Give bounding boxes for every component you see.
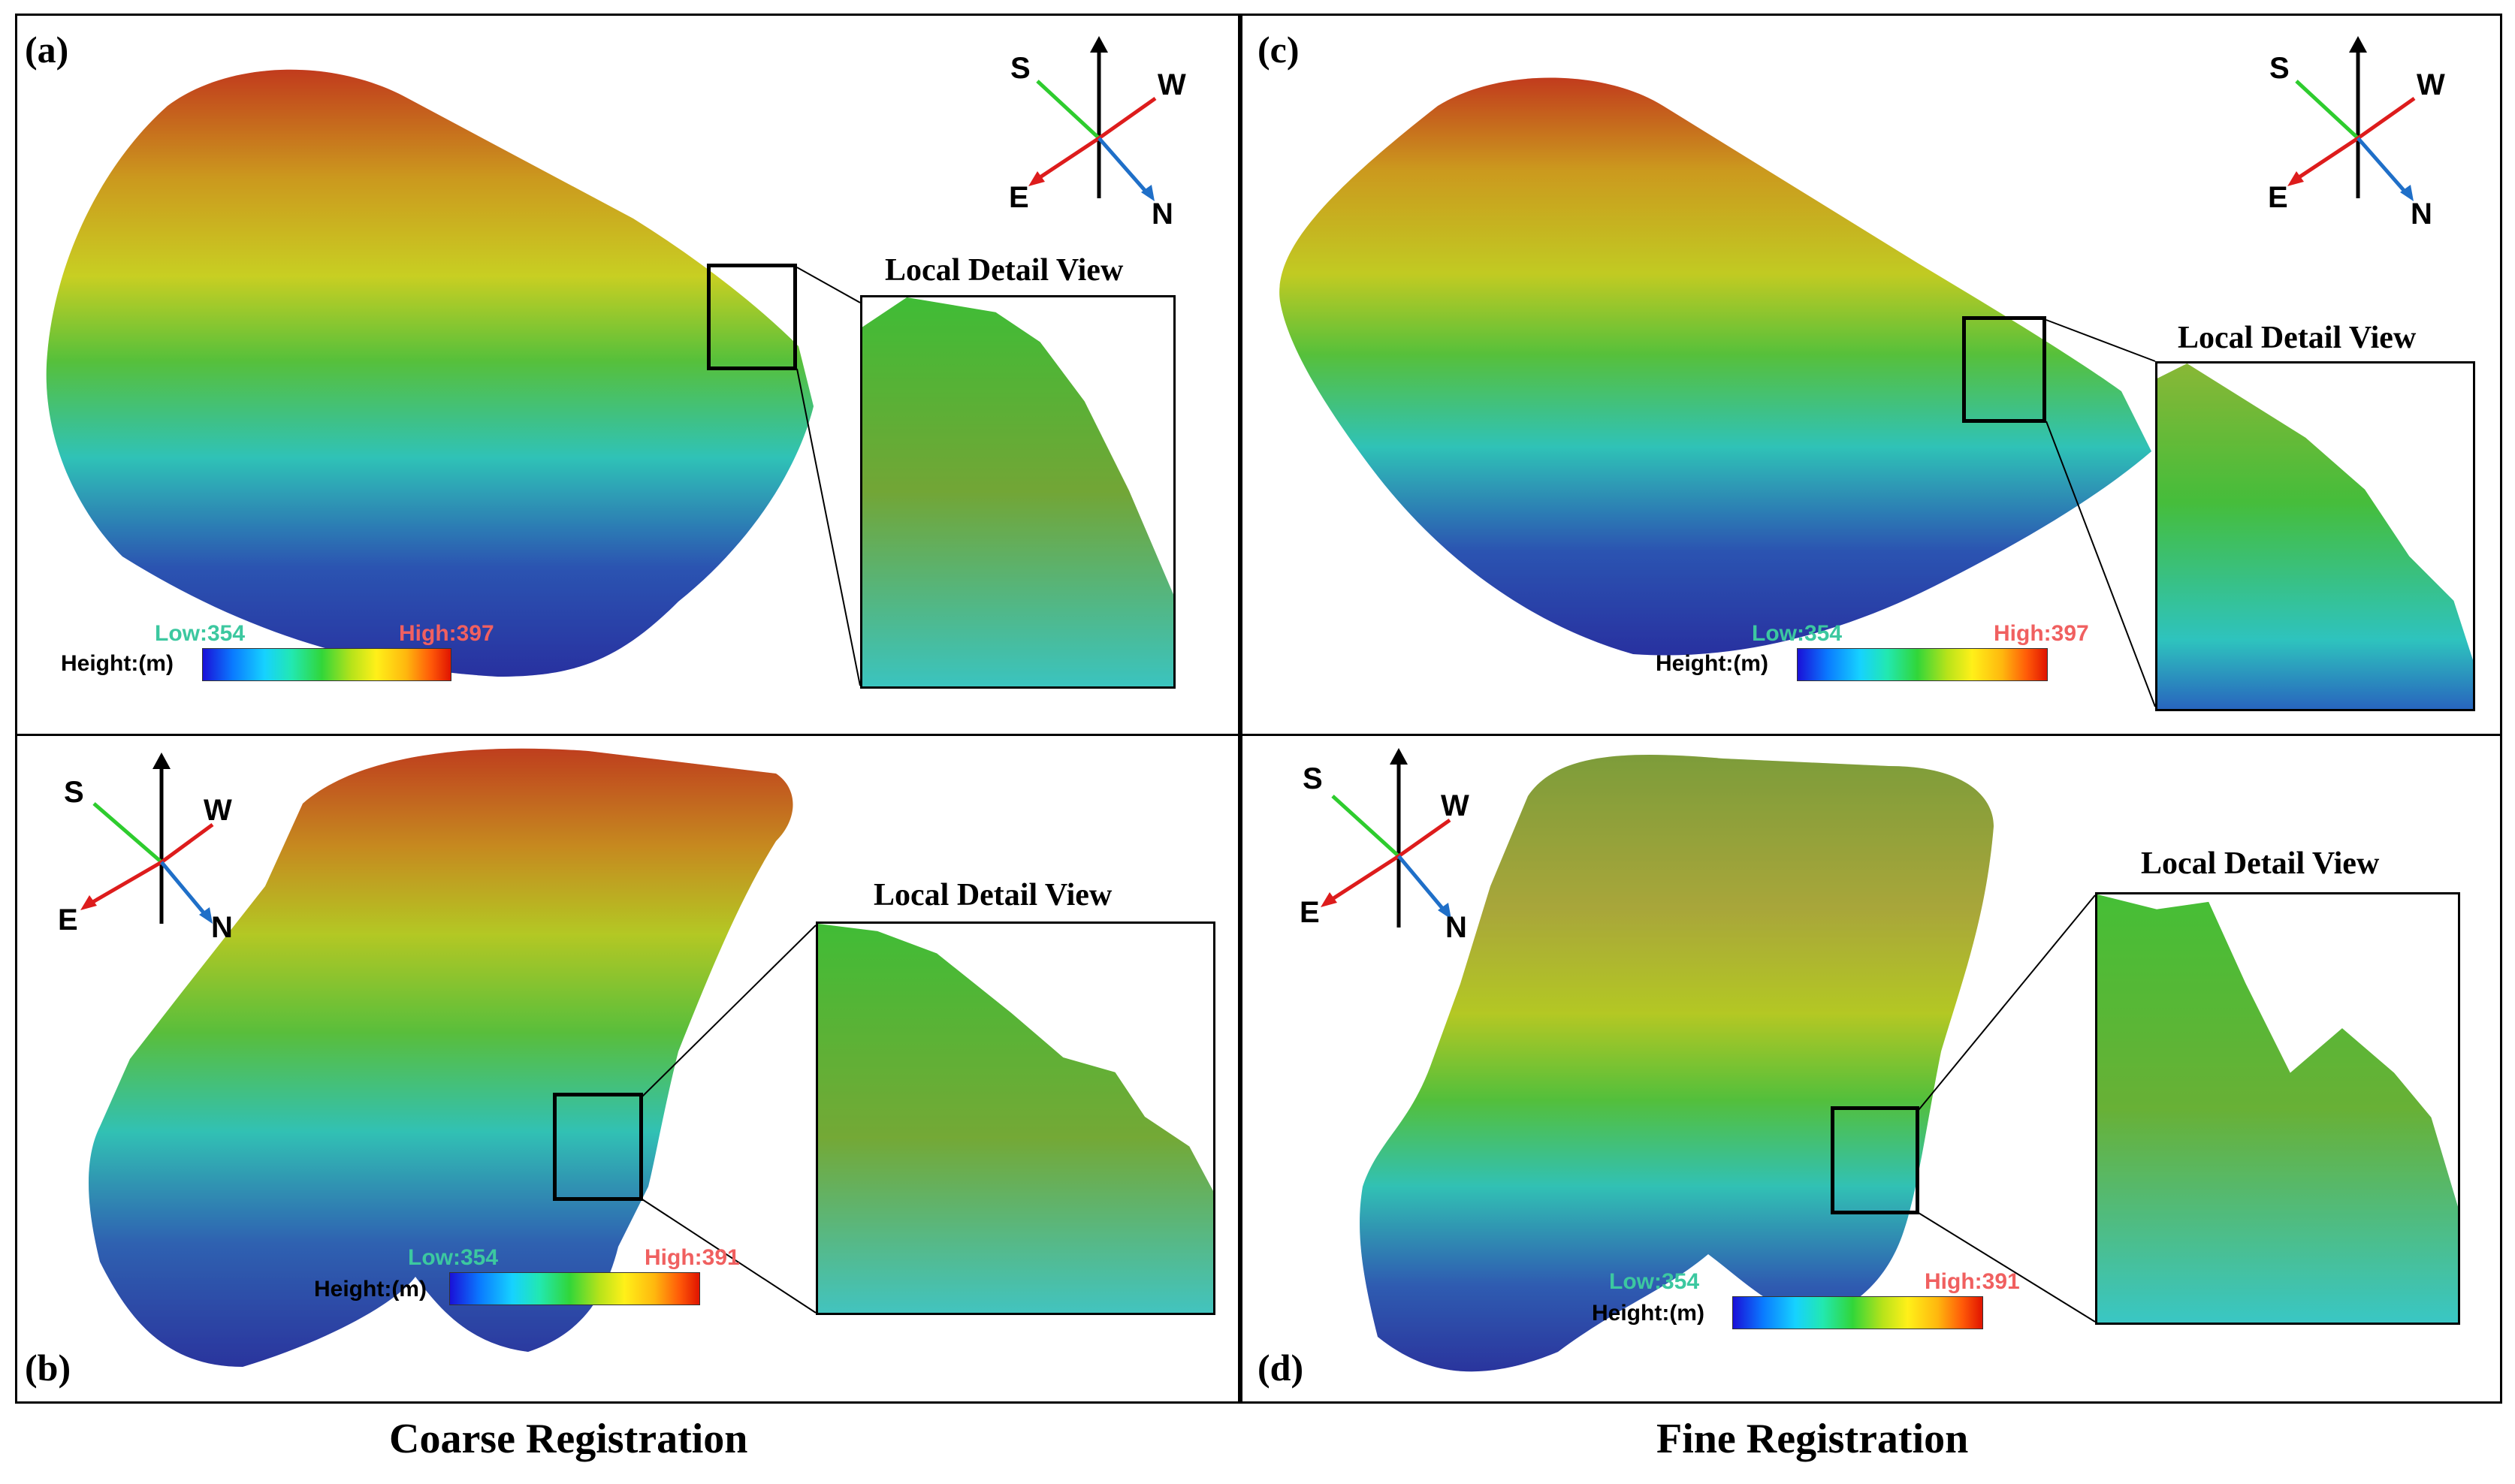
legend-ylabel-d: Height:(m) xyxy=(1592,1301,1704,1326)
connector-lines-c xyxy=(2046,319,2156,707)
compass-n-label: N xyxy=(1445,911,1467,939)
panel-label-b: (b) xyxy=(25,1347,71,1389)
legend-high-a: High:397 xyxy=(399,621,494,646)
legend-low-c: Low:354 xyxy=(1752,621,1843,646)
compass-n-label: N xyxy=(2411,198,2432,230)
legend-colorbar-c xyxy=(1797,648,2048,681)
compass-n-label: N xyxy=(1152,198,1173,230)
panel-d: (d) Local Detail View S W E N Low:354 Hi… xyxy=(1240,734,2502,1404)
compass-e-label: E xyxy=(58,903,78,937)
legend-low-b: Low:354 xyxy=(408,1245,499,1270)
panel-label-d: (d) xyxy=(1258,1347,1304,1389)
roi-box-a xyxy=(707,264,797,370)
connector-lines-b xyxy=(642,924,817,1314)
detail-title-c: Local Detail View xyxy=(2178,321,2417,355)
connector-lines-a xyxy=(796,267,861,686)
roi-box-d xyxy=(1831,1106,1919,1214)
detail-view-b xyxy=(816,921,1215,1315)
detail-view-a xyxy=(860,295,1176,689)
legend-high-b: High:391 xyxy=(645,1245,740,1270)
panel-a: (a) Local Detail View S W E N Low:354 Hi… xyxy=(15,14,1240,736)
panel-b: (b) Local Detail View S W E N Low:354 Hi… xyxy=(15,734,1240,1404)
legend-high-c: High:397 xyxy=(1994,621,2089,646)
compass-w-label: W xyxy=(204,794,232,827)
compass-c: S W E N xyxy=(2268,36,2445,230)
legend-low-a: Low:354 xyxy=(155,621,246,646)
detail-title-d: Local Detail View xyxy=(2141,846,2380,881)
legend-ylabel-c: Height:(m) xyxy=(1656,651,1768,676)
compass-n-label: N xyxy=(211,911,233,939)
compass-s-label: S xyxy=(1010,52,1031,85)
panel-label-a: (a) xyxy=(25,29,69,71)
point-cloud-a xyxy=(46,69,814,677)
legend-high-d: High:391 xyxy=(1925,1269,2020,1294)
compass-a: S W E N xyxy=(1009,36,1186,230)
compass-e-label: E xyxy=(1009,181,1029,214)
legend-low-d: Low:354 xyxy=(1609,1269,1700,1294)
point-cloud-d xyxy=(1360,755,1994,1372)
legend-colorbar-b xyxy=(449,1272,700,1305)
detail-title-b: Local Detail View xyxy=(874,878,1113,912)
compass-e-label: E xyxy=(2268,181,2288,214)
connector-lines-d xyxy=(1918,894,2096,1323)
compass-w-label: W xyxy=(1158,68,1186,101)
compass-d: S W E N xyxy=(1300,748,1469,939)
compass-s-label: S xyxy=(1303,762,1323,795)
compass-s-label: S xyxy=(64,776,84,809)
detail-view-d xyxy=(2095,892,2460,1325)
compass-w-label: W xyxy=(2417,68,2445,101)
legend-ylabel-b: Height:(m) xyxy=(314,1277,427,1302)
compass-e-label: E xyxy=(1300,896,1320,929)
panel-c: (c) Local Detail View S W E N Low:354 Hi… xyxy=(1240,14,2502,736)
legend-ylabel-a: Height:(m) xyxy=(61,651,174,676)
compass-b: S W E N xyxy=(58,753,233,939)
compass-w-label: W xyxy=(1441,789,1469,822)
panel-label-c: (c) xyxy=(1258,29,1300,71)
roi-box-b xyxy=(553,1093,643,1201)
legend-colorbar-a xyxy=(202,648,451,681)
point-cloud-c xyxy=(1279,77,2151,656)
detail-title-a: Local Detail View xyxy=(885,253,1124,288)
compass-s-label: S xyxy=(2269,52,2290,85)
caption-fine-registration: Fine Registration xyxy=(1656,1416,1969,1462)
caption-coarse-registration: Coarse Registration xyxy=(389,1416,748,1462)
point-cloud-b xyxy=(89,748,793,1367)
legend-colorbar-d xyxy=(1732,1296,1983,1329)
detail-view-c xyxy=(2155,361,2475,711)
roi-box-c xyxy=(1962,316,2046,423)
